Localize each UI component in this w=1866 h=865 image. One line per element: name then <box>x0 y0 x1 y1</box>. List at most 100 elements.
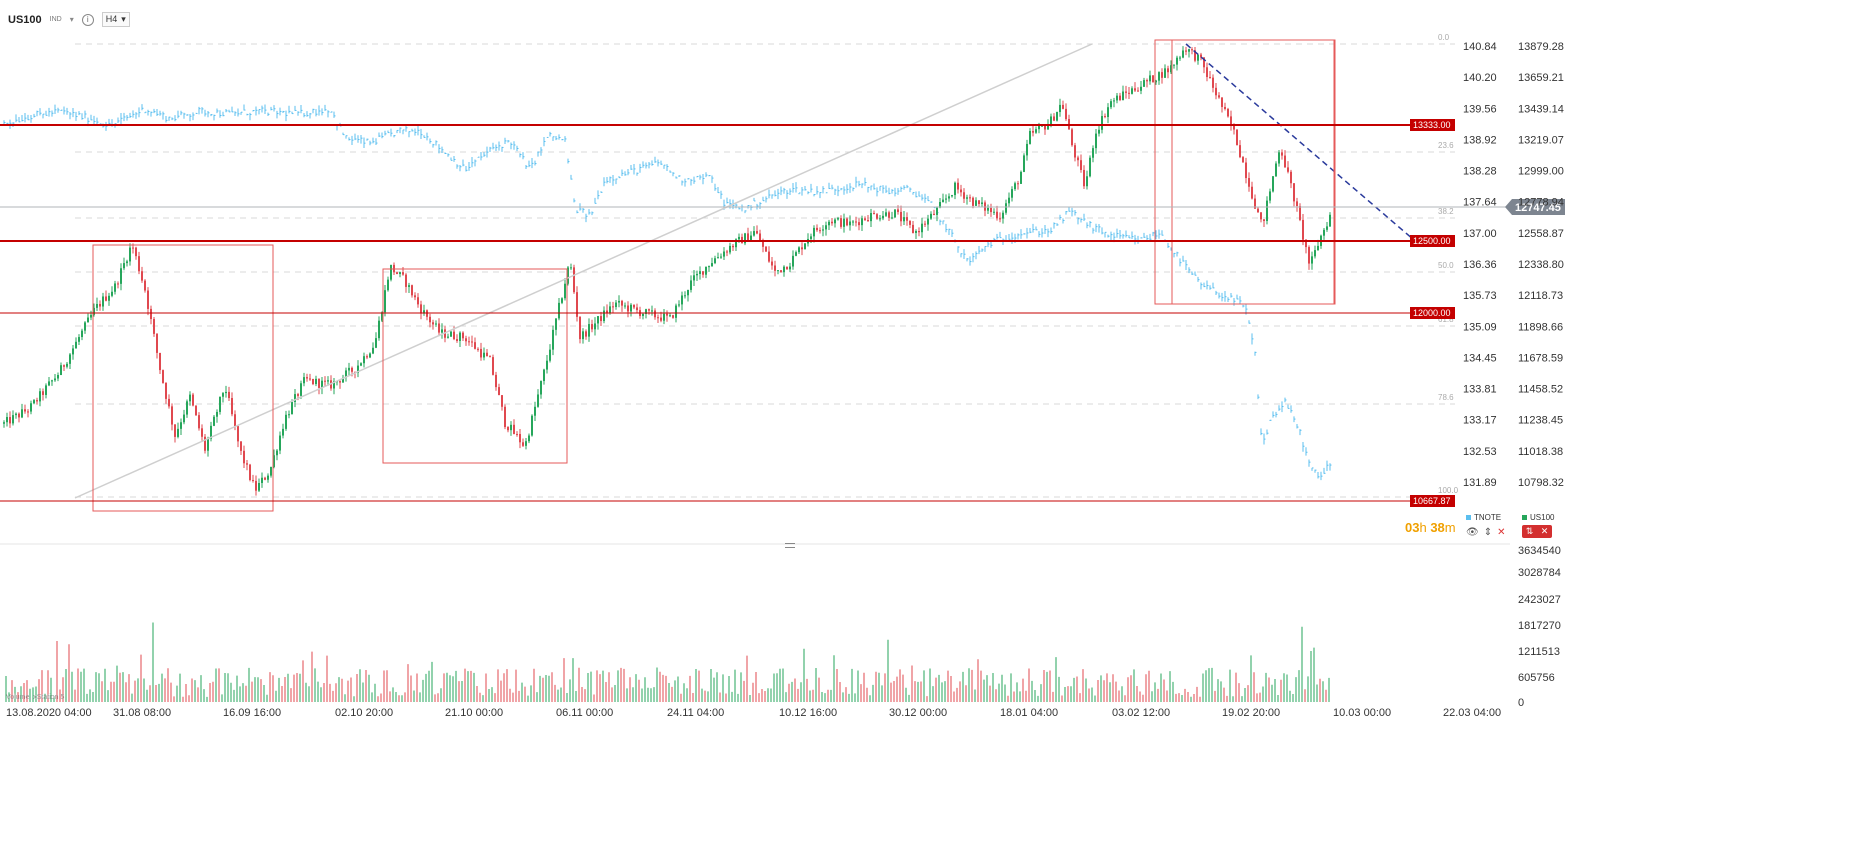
candle <box>45 385 47 395</box>
candle <box>1005 203 1007 213</box>
candle <box>1257 208 1259 213</box>
candle <box>891 217 893 219</box>
pane-resize-handle[interactable] <box>785 543 795 548</box>
candle <box>855 221 857 223</box>
candle <box>135 247 137 257</box>
candle <box>414 295 416 298</box>
candle <box>1053 116 1055 121</box>
candle <box>471 341 473 343</box>
candle <box>876 214 878 219</box>
drawings-layer[interactable] <box>74 39 1415 512</box>
candle <box>990 207 992 213</box>
candle <box>1167 68 1169 73</box>
candle <box>1188 49 1190 52</box>
us100-controls[interactable]: ⇅ ✕ <box>1522 525 1552 538</box>
candle <box>597 316 599 324</box>
tnote-axis-label: 138.92 <box>1463 134 1497 146</box>
candle <box>543 369 545 382</box>
candle <box>954 182 956 196</box>
candle <box>732 245 734 248</box>
fib-level-label: 23.6 <box>1438 141 1454 150</box>
candle <box>384 290 386 313</box>
legend-us100-label: US100 <box>1530 513 1555 522</box>
candle <box>684 295 686 297</box>
timeframe-select[interactable]: H4 ▾ <box>101 12 130 27</box>
candle <box>1125 91 1127 93</box>
candle <box>1128 92 1130 94</box>
candle <box>603 310 605 322</box>
candle <box>312 379 314 385</box>
candle <box>657 317 659 319</box>
candle <box>78 337 80 342</box>
candle <box>858 222 860 226</box>
candle <box>306 377 308 379</box>
candle <box>672 315 674 318</box>
info-icon[interactable]: i <box>81 13 94 26</box>
candle <box>1227 108 1229 117</box>
candle <box>381 312 383 321</box>
remove-icon[interactable]: ✕ <box>1540 526 1549 536</box>
candle <box>105 296 107 301</box>
candle <box>681 295 683 305</box>
candles-icon[interactable]: ⇅ <box>1525 526 1534 536</box>
candle <box>960 189 962 193</box>
rectangle-drawing <box>1171 39 1335 305</box>
candle <box>648 309 650 311</box>
candle <box>231 398 233 415</box>
symbol-dropdown-icon[interactable]: ▾ <box>69 15 74 24</box>
candle <box>1089 157 1091 177</box>
tnote-axis-label: 140.84 <box>1463 41 1497 53</box>
candle <box>1002 212 1004 219</box>
candle <box>1266 200 1268 222</box>
candle <box>345 370 347 378</box>
candle <box>1119 95 1121 101</box>
candle <box>975 200 977 206</box>
candle <box>816 227 818 231</box>
candle <box>1287 167 1289 172</box>
legend-us100[interactable]: US100 <box>1522 513 1554 522</box>
candle <box>18 413 20 418</box>
candle <box>696 273 698 276</box>
level-tag-text: 12500.00 <box>1413 236 1451 246</box>
candle <box>771 261 773 266</box>
candle <box>366 356 368 358</box>
candle <box>837 218 839 220</box>
candle <box>1281 152 1283 156</box>
candle <box>993 211 995 213</box>
candle <box>669 315 671 317</box>
candle <box>219 396 221 412</box>
reorder-icon[interactable]: ⇕ <box>1483 527 1493 538</box>
candle <box>819 230 821 232</box>
candle <box>930 213 932 219</box>
candle <box>132 247 134 249</box>
candle <box>576 292 578 317</box>
price-axis-label: 10798.32 <box>1518 477 1564 489</box>
candle <box>1221 97 1223 107</box>
legend-tnote[interactable]: TNOTE <box>1466 513 1501 522</box>
candle <box>1065 108 1067 120</box>
candle <box>621 300 623 306</box>
close-icon[interactable]: ✕ <box>1497 527 1506 538</box>
candle <box>249 464 251 480</box>
candle <box>981 202 983 204</box>
candle <box>525 441 527 446</box>
candle <box>1098 129 1100 134</box>
candle <box>387 279 389 291</box>
candle <box>1182 50 1184 58</box>
candle <box>720 256 722 258</box>
eye-icon[interactable]: 👁 <box>1466 527 1479 538</box>
candle <box>396 272 398 274</box>
candle <box>549 349 551 361</box>
candle <box>903 217 905 222</box>
candle <box>1062 104 1064 109</box>
candle <box>633 304 635 308</box>
candle <box>702 271 704 275</box>
symbol-name[interactable]: US100 <box>8 13 42 26</box>
countdown-minutes-unit: m <box>1444 520 1456 535</box>
fibonacci-retracement[interactable]: 0.0 23.6 38.2 50.0 61.8 78.6 100.0 <box>75 33 1459 498</box>
support-resistance-levels[interactable]: 13333.00 12500.00 12000.00 10667.87 12747.45 <box>0 119 1565 507</box>
candle <box>1233 125 1235 130</box>
candle <box>1032 130 1034 133</box>
